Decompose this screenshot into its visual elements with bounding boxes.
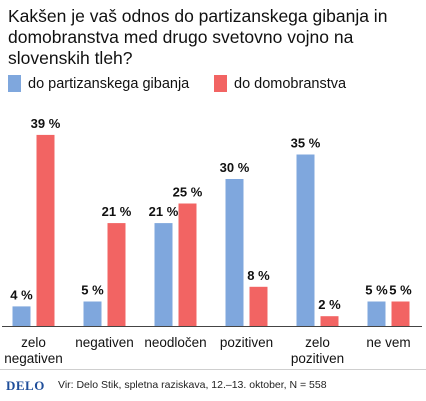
data-label-partisan-3: 30 % bbox=[220, 160, 250, 175]
data-label-home-guard-3: 8 % bbox=[247, 268, 270, 283]
data-label-home-guard-2: 25 % bbox=[173, 185, 203, 200]
data-label-partisan-5: 5 % bbox=[365, 283, 388, 298]
category-label-0-line-1: negativen bbox=[4, 351, 63, 366]
legend-label-partisan: do partizanskega gibanja bbox=[28, 76, 190, 92]
bar-home-guard-4 bbox=[320, 316, 339, 326]
bar-partisan-1 bbox=[83, 301, 102, 326]
data-label-home-guard-0: 39 % bbox=[31, 116, 61, 131]
category-label-2: neodločen bbox=[144, 335, 206, 350]
source-note: Vir: Delo Stik, spletna raziskava, 12.–1… bbox=[58, 379, 327, 391]
category-label-1: negativen bbox=[75, 335, 134, 350]
bar-partisan-4 bbox=[296, 154, 315, 326]
category-label-0-line-0: zelo bbox=[21, 335, 46, 350]
category-label-3: pozitiven bbox=[220, 335, 273, 350]
bar-partisan-2 bbox=[154, 223, 173, 326]
bar-home-guard-5 bbox=[391, 301, 410, 326]
footer: DELO Vir: Delo Stik, spletna raziskava, … bbox=[0, 369, 426, 401]
bar-partisan-3 bbox=[225, 179, 244, 326]
data-label-partisan-2: 21 % bbox=[149, 204, 179, 219]
data-label-home-guard-1: 21 % bbox=[102, 204, 132, 219]
delo-logo: DELO bbox=[6, 378, 45, 393]
chart-title: Kakšen je vaš odnos do partizanskega gib… bbox=[8, 6, 388, 68]
data-label-partisan-4: 35 % bbox=[291, 136, 321, 151]
bar-partisan-0 bbox=[12, 306, 31, 326]
data-label-home-guard-5: 5 % bbox=[389, 283, 412, 298]
bar-home-guard-0 bbox=[36, 134, 55, 326]
data-label-partisan-0: 4 % bbox=[10, 287, 33, 302]
bar-home-guard-2 bbox=[178, 203, 197, 326]
category-label-4-line-1: pozitiven bbox=[291, 351, 344, 366]
bar-home-guard-1 bbox=[107, 223, 126, 326]
category-label-5: ne vem bbox=[366, 335, 410, 350]
legend: do partizanskega gibanja do domobranstva bbox=[8, 74, 418, 94]
bar-partisan-5 bbox=[367, 301, 386, 326]
data-label-partisan-1: 5 % bbox=[81, 283, 104, 298]
data-label-home-guard-4: 2 % bbox=[318, 297, 341, 312]
legend-swatch-home-guard bbox=[214, 75, 227, 92]
bar-home-guard-3 bbox=[249, 286, 268, 326]
legend-label-home-guard: do domobranstva bbox=[234, 76, 347, 92]
category-label-4-line-0: zelo bbox=[305, 335, 330, 350]
legend-swatch-partisan bbox=[8, 75, 21, 92]
